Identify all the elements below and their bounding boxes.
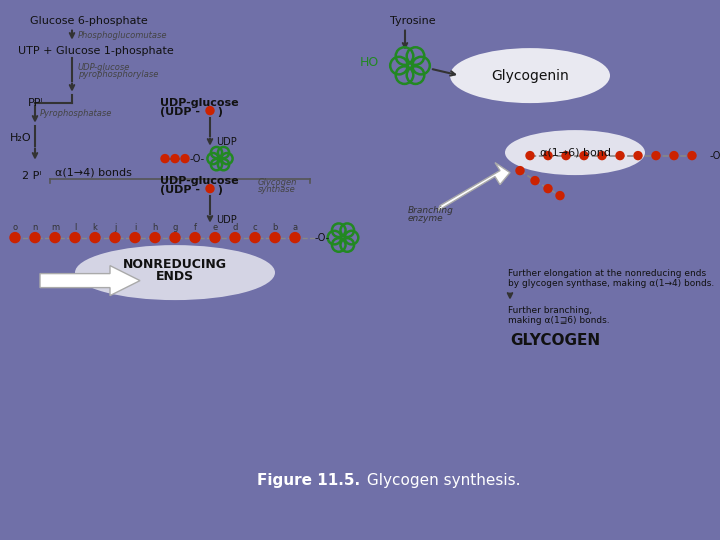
Circle shape [652, 152, 660, 160]
Text: α(1→6) bond: α(1→6) bond [539, 147, 611, 158]
Circle shape [556, 192, 564, 200]
Ellipse shape [450, 48, 610, 103]
Circle shape [544, 152, 552, 160]
Text: e: e [212, 223, 217, 232]
Circle shape [290, 233, 300, 242]
Circle shape [531, 177, 539, 185]
Text: synthase: synthase [258, 185, 296, 194]
Text: b: b [272, 223, 278, 232]
Text: UDP: UDP [216, 214, 237, 225]
Text: 2 Pᴵ: 2 Pᴵ [22, 171, 42, 180]
Text: i: i [134, 223, 136, 232]
Text: PPᴵ: PPᴵ [28, 98, 44, 107]
Text: m: m [51, 223, 59, 232]
Text: Glycogenin: Glycogenin [491, 69, 569, 83]
Text: o: o [12, 223, 17, 232]
Circle shape [270, 233, 280, 242]
Text: Pyrophosphatase: Pyrophosphatase [40, 109, 112, 118]
Circle shape [130, 233, 140, 242]
Text: enzyme: enzyme [408, 214, 444, 223]
Circle shape [150, 233, 160, 242]
Text: (UDP -: (UDP - [160, 106, 204, 117]
Text: Further elongation at the nonreducing ends: Further elongation at the nonreducing en… [508, 269, 706, 278]
Text: HO: HO [360, 56, 379, 69]
Circle shape [206, 185, 214, 193]
Text: H₂O: H₂O [10, 133, 32, 143]
Circle shape [250, 233, 260, 242]
Circle shape [206, 106, 214, 114]
Text: -O-: -O- [190, 153, 205, 164]
Circle shape [70, 233, 80, 242]
Polygon shape [438, 163, 510, 211]
Ellipse shape [75, 245, 275, 300]
Text: Glycogen synthesis.: Glycogen synthesis. [362, 473, 521, 488]
Circle shape [161, 154, 169, 163]
Circle shape [171, 154, 179, 163]
Ellipse shape [505, 130, 645, 175]
Circle shape [181, 154, 189, 163]
Text: GLYCOGEN: GLYCOGEN [510, 333, 600, 348]
Text: g: g [172, 223, 178, 232]
Text: c: c [253, 223, 257, 232]
Text: ): ) [214, 185, 223, 194]
Text: Glucose 6-phosphate: Glucose 6-phosphate [30, 16, 148, 25]
Circle shape [190, 233, 200, 242]
Text: ENDS: ENDS [156, 270, 194, 283]
Text: l: l [74, 223, 76, 232]
Text: -O-: -O- [710, 151, 720, 160]
Text: UDP-glucose: UDP-glucose [78, 63, 130, 72]
Text: Glycogen: Glycogen [258, 178, 297, 187]
Text: Further branching,: Further branching, [508, 306, 592, 315]
Circle shape [170, 233, 180, 242]
Text: UDP-glucose: UDP-glucose [160, 176, 238, 186]
Text: α(1→4) bonds: α(1→4) bonds [55, 167, 132, 178]
Text: -O-: -O- [315, 233, 330, 242]
Text: Phosphoglucomutase: Phosphoglucomutase [78, 31, 168, 40]
Circle shape [110, 233, 120, 242]
Text: k: k [93, 223, 97, 232]
Polygon shape [40, 266, 140, 295]
Circle shape [50, 233, 60, 242]
Circle shape [30, 233, 40, 242]
Text: UTP + Glucose 1-phosphate: UTP + Glucose 1-phosphate [18, 45, 174, 56]
Text: ): ) [214, 106, 223, 117]
Text: UDP-glucose: UDP-glucose [160, 98, 238, 107]
Text: d: d [233, 223, 238, 232]
Circle shape [634, 152, 642, 160]
Circle shape [544, 185, 552, 193]
Text: (UDP -: (UDP - [160, 185, 204, 194]
Text: Tyrosine: Tyrosine [390, 16, 436, 25]
Circle shape [516, 167, 524, 174]
Text: pyrophosphorylase: pyrophosphorylase [78, 70, 158, 79]
Circle shape [580, 152, 588, 160]
Circle shape [616, 152, 624, 160]
Text: j: j [114, 223, 116, 232]
Circle shape [598, 152, 606, 160]
Circle shape [90, 233, 100, 242]
Text: f: f [194, 223, 197, 232]
Circle shape [688, 152, 696, 160]
Circle shape [210, 233, 220, 242]
Text: by glycogen synthase, making α(1→4) bonds.: by glycogen synthase, making α(1→4) bond… [508, 279, 714, 288]
Text: n: n [32, 223, 37, 232]
Circle shape [562, 152, 570, 160]
Text: h: h [153, 223, 158, 232]
Circle shape [230, 233, 240, 242]
Circle shape [526, 152, 534, 160]
Text: Figure 11.5.: Figure 11.5. [257, 473, 360, 488]
Text: NONREDUCING: NONREDUCING [123, 258, 227, 271]
Text: making α(1⊒6) bonds.: making α(1⊒6) bonds. [508, 316, 610, 325]
Circle shape [10, 233, 20, 242]
Text: a: a [292, 223, 297, 232]
Text: Branching: Branching [408, 206, 454, 215]
Text: UDP: UDP [216, 137, 237, 146]
Circle shape [670, 152, 678, 160]
